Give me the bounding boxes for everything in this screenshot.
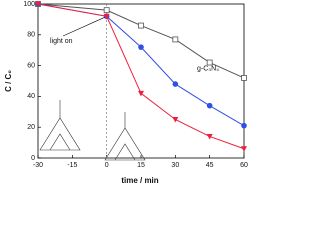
marker [172, 117, 179, 123]
marker [241, 122, 247, 129]
x-tick-label: -30 [33, 162, 43, 169]
molecule-sketch [39, 100, 146, 161]
marker [103, 7, 110, 14]
marker [35, 1, 41, 7]
marker [138, 44, 144, 50]
x-tick-label: 30 [171, 162, 179, 169]
marker [241, 146, 247, 152]
series-label: g-C₃N₄ [197, 65, 219, 72]
marker [103, 13, 110, 20]
marker [172, 36, 179, 43]
annotation: light on [50, 38, 73, 45]
series-line [37, 3, 245, 150]
y-tick-label: 100 [23, 1, 35, 8]
y-tick-label: 0 [31, 155, 35, 162]
x-tick-label: -15 [67, 162, 77, 169]
x-tick-label: 15 [137, 162, 145, 169]
y-tick-label: 80 [27, 32, 35, 39]
y-tick-label: 40 [27, 93, 35, 100]
series-line [37, 3, 245, 79]
marker [206, 59, 213, 66]
x-axis-label: time / min [121, 176, 158, 185]
x-tick-label: 45 [206, 162, 214, 169]
marker [241, 75, 247, 81]
marker [138, 22, 144, 29]
annotation-arrow [62, 17, 105, 37]
x-tick-label: 60 [240, 162, 248, 169]
x-tick-label: 0 [105, 162, 109, 169]
y-axis-label: C / C₀ [4, 70, 13, 92]
marker [138, 90, 144, 97]
marker [172, 81, 179, 87]
chart: time / min C / C₀ -30 -15 0 15 30 45 60 0 20 40 60… [4, 1, 248, 185]
y-tick-label: 20 [27, 124, 35, 131]
marker [206, 102, 213, 109]
y-tick-label: 60 [27, 62, 35, 69]
marker [206, 133, 213, 140]
